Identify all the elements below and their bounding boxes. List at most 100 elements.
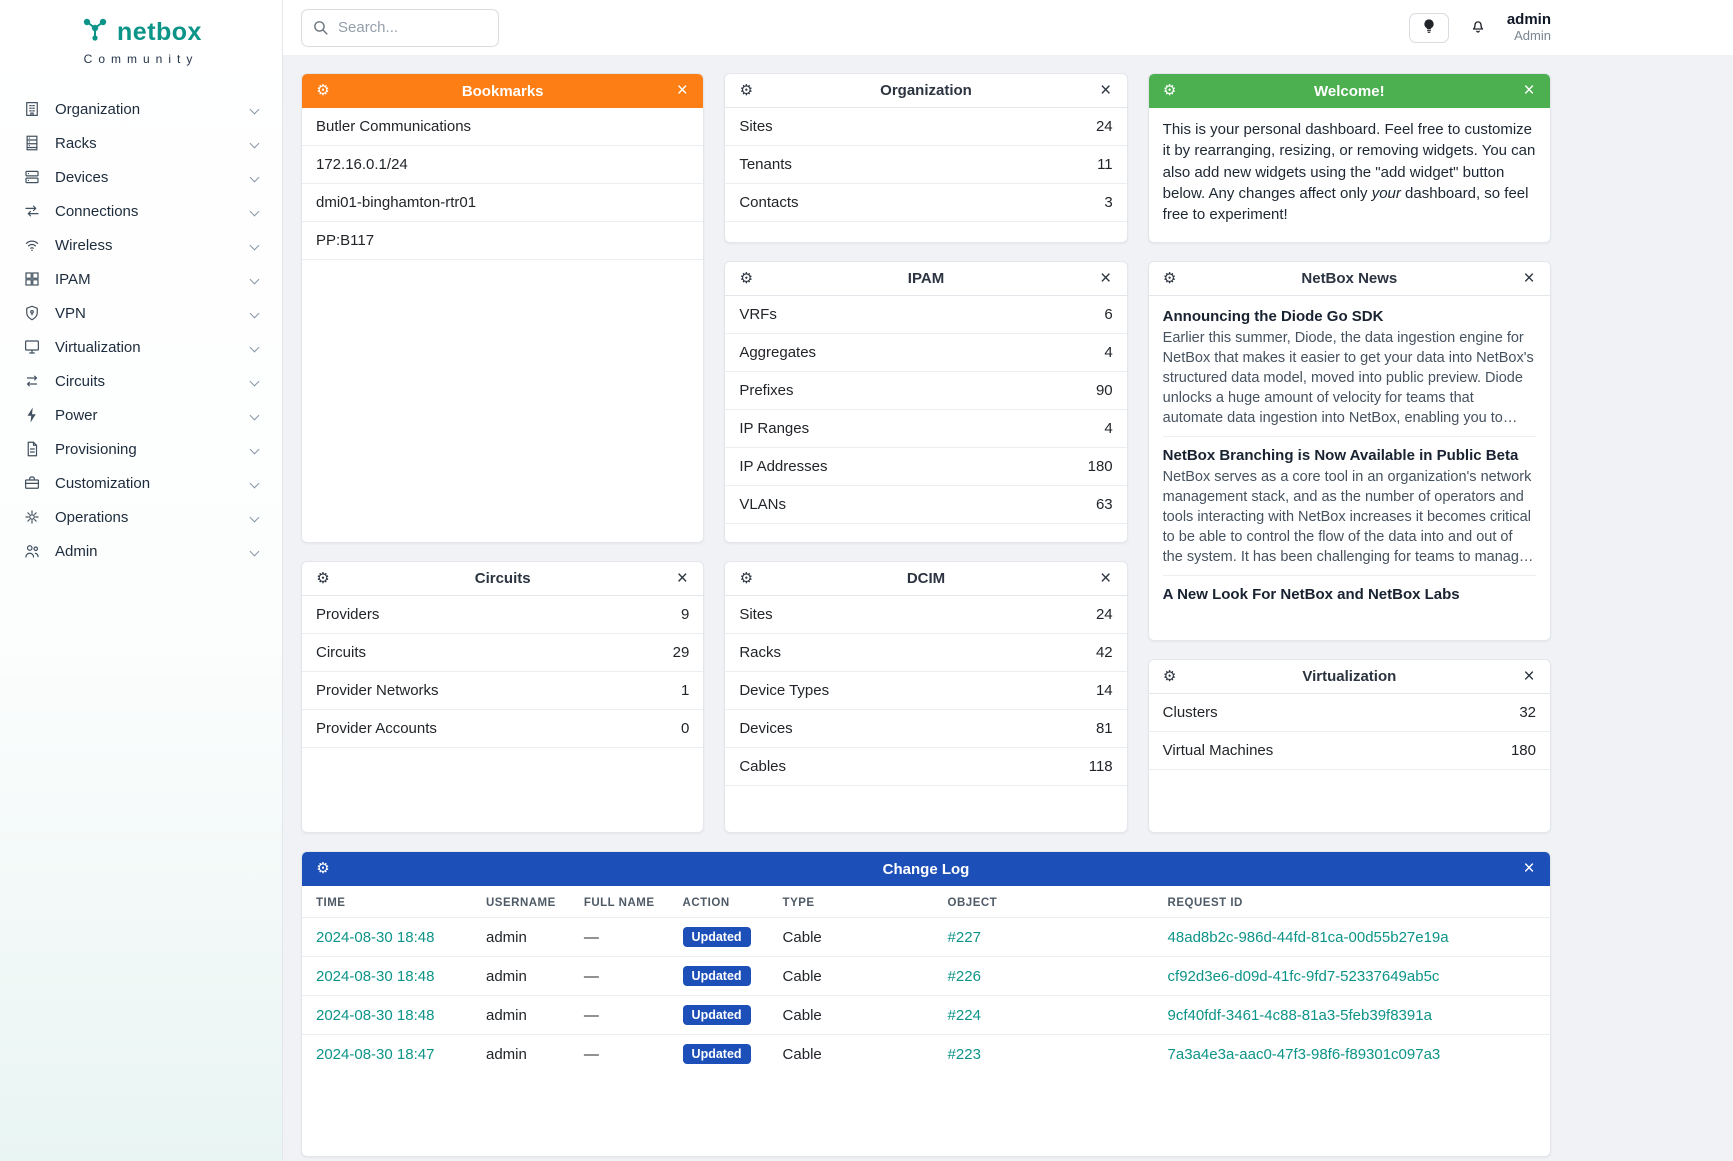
changelog-time-link[interactable]: 2024-08-30 18:48 bbox=[316, 1006, 435, 1024]
bookmark-label: dmi01-binghamton-rtr01 bbox=[316, 194, 477, 211]
widget-config-button[interactable]: ⚙ bbox=[735, 568, 757, 590]
welcome-widget: ⚙ Welcome! × This is your personal dashb… bbox=[1147, 73, 1551, 243]
changelog-request-link[interactable]: 48ad8b2c-986d-44fd-81ca-00d55b27e19a bbox=[1167, 928, 1449, 946]
stat-value: 11 bbox=[1097, 156, 1113, 173]
stat-value: 180 bbox=[1510, 742, 1536, 759]
stat-label: VLANs bbox=[739, 496, 787, 513]
widget-close-button[interactable]: × bbox=[1518, 666, 1540, 688]
changelog-object-link[interactable]: #224 bbox=[947, 1006, 981, 1024]
user-menu[interactable]: admin Admin bbox=[1507, 11, 1551, 43]
changelog-type: Cable bbox=[768, 1034, 934, 1073]
sidebar-item[interactable]: Operations bbox=[0, 500, 282, 534]
widget-close-button[interactable]: × bbox=[1095, 80, 1117, 102]
sidebar-item[interactable]: Devices bbox=[0, 160, 282, 194]
changelog-object-link[interactable]: #227 bbox=[947, 928, 981, 946]
stat-row[interactable]: Cables 118 bbox=[725, 748, 1127, 786]
widget-config-button[interactable]: ⚙ bbox=[735, 80, 757, 102]
sidebar-item[interactable]: Connections bbox=[0, 194, 282, 228]
ipam-rows: VRFs 6 Aggregates 4 Prefixes 90 bbox=[725, 296, 1127, 524]
sidebar-item-icon bbox=[22, 439, 42, 459]
stat-row[interactable]: Prefixes 90 bbox=[725, 372, 1127, 410]
stat-row[interactable]: Contacts 3 bbox=[725, 184, 1127, 222]
widget-config-button[interactable]: ⚙ bbox=[312, 80, 334, 102]
stat-row[interactable]: Aggregates 4 bbox=[725, 334, 1127, 372]
changelog-object-link[interactable]: #223 bbox=[947, 1045, 981, 1063]
sidebar-item[interactable]: Virtualization bbox=[0, 330, 282, 364]
sidebar-item[interactable]: Circuits bbox=[0, 364, 282, 398]
widget-config-button[interactable]: ⚙ bbox=[312, 858, 334, 880]
stat-value: 63 bbox=[1095, 496, 1113, 513]
stat-row[interactable]: Tenants 11 bbox=[725, 146, 1127, 184]
stat-row[interactable]: Devices 81 bbox=[725, 710, 1127, 748]
sidebar-item[interactable]: IPAM bbox=[0, 262, 282, 296]
stat-row[interactable]: VRFs 6 bbox=[725, 296, 1127, 334]
widget-config-button[interactable]: ⚙ bbox=[312, 568, 334, 590]
news-headline-link[interactable]: NetBox Branching is Now Available in Pub… bbox=[1162, 447, 1519, 464]
stat-row[interactable]: Circuits 29 bbox=[302, 634, 704, 672]
stat-row[interactable]: Provider Networks 1 bbox=[302, 672, 704, 710]
changelog-fullname: — bbox=[569, 917, 669, 957]
sidebar-item[interactable]: Admin bbox=[0, 534, 282, 568]
stat-row[interactable]: VLANs 63 bbox=[725, 486, 1127, 524]
stat-row[interactable]: Sites 24 bbox=[725, 108, 1127, 146]
changelog-request-link[interactable]: cf92d3e6-d09d-41fc-9fd7-52337649ab5c bbox=[1167, 967, 1440, 985]
theme-toggle-button[interactable] bbox=[1408, 12, 1449, 43]
widget-close-button[interactable]: × bbox=[1518, 80, 1540, 102]
news-excerpt: Earlier this summer, Diode, the data ing… bbox=[1162, 330, 1534, 426]
stat-value: 81 bbox=[1095, 720, 1113, 737]
widget-close-button[interactable]: × bbox=[1518, 858, 1540, 880]
widget-title: DCIM bbox=[906, 570, 946, 587]
sidebar-item[interactable]: Customization bbox=[0, 466, 282, 500]
changelog-time-link[interactable]: 2024-08-30 18:48 bbox=[316, 928, 435, 946]
sidebar-item[interactable]: Provisioning bbox=[0, 432, 282, 466]
stat-row[interactable]: IP Addresses 180 bbox=[725, 448, 1127, 486]
stat-value: 4 bbox=[1104, 344, 1113, 361]
sidebar-item[interactable]: Power bbox=[0, 398, 282, 432]
changelog-request-link[interactable]: 7a3a4e3a-aac0-47f3-98f6-f89301c097a3 bbox=[1167, 1045, 1441, 1063]
stat-row[interactable]: Device Types 14 bbox=[725, 672, 1127, 710]
news-item: Announcing the Diode Go SDK Earlier this… bbox=[1163, 298, 1536, 436]
widget-config-button[interactable]: ⚙ bbox=[1159, 268, 1181, 290]
widget-close-button[interactable]: × bbox=[671, 80, 693, 102]
changelog-request-link[interactable]: 9cf40fdf-3461-4c88-81a3-5feb39f8391a bbox=[1167, 1006, 1432, 1024]
action-badge: Updated bbox=[682, 1005, 751, 1025]
sidebar-item[interactable]: VPN bbox=[0, 296, 282, 330]
bookmark-item[interactable]: PP:B117 bbox=[302, 222, 704, 260]
stat-row[interactable]: IP Ranges 4 bbox=[725, 410, 1127, 448]
bell-icon bbox=[1469, 17, 1487, 38]
widget-close-button[interactable]: × bbox=[1095, 268, 1117, 290]
sidebar-item-icon bbox=[22, 303, 42, 323]
bookmark-item[interactable]: dmi01-binghamton-rtr01 bbox=[302, 184, 704, 222]
stat-row[interactable]: Virtual Machines 180 bbox=[1148, 732, 1550, 770]
news-headline-link[interactable]: A New Look For NetBox and NetBox Labs bbox=[1162, 586, 1460, 603]
notifications-button[interactable] bbox=[1463, 12, 1492, 43]
col-request-id: REQUEST ID bbox=[1167, 897, 1243, 909]
widget-config-button[interactable]: ⚙ bbox=[735, 268, 757, 290]
circuits-rows: Providers 9 Circuits 29 Provider Network… bbox=[302, 596, 704, 748]
search-input[interactable] bbox=[301, 8, 499, 47]
widget-close-button[interactable]: × bbox=[1095, 568, 1117, 590]
brand-block[interactable]: netbox Community bbox=[0, 0, 282, 70]
stat-label: Devices bbox=[739, 720, 793, 737]
sidebar-item[interactable]: Organization bbox=[0, 92, 282, 126]
stat-row[interactable]: Clusters 32 bbox=[1148, 694, 1550, 732]
stat-row[interactable]: Sites 24 bbox=[725, 596, 1127, 634]
changelog-time-link[interactable]: 2024-08-30 18:48 bbox=[316, 967, 435, 985]
sidebar-item[interactable]: Racks bbox=[0, 126, 282, 160]
bookmark-item[interactable]: Butler Communications bbox=[302, 108, 704, 146]
dcim-rows: Sites 24 Racks 42 Device Types 14 bbox=[725, 596, 1127, 786]
widget-close-button[interactable]: × bbox=[671, 568, 693, 590]
stat-row[interactable]: Providers 9 bbox=[302, 596, 704, 634]
stat-row[interactable]: Racks 42 bbox=[725, 634, 1127, 672]
widget-close-button[interactable]: × bbox=[1518, 268, 1540, 290]
bookmark-label: PP:B117 bbox=[316, 232, 375, 249]
bookmark-item[interactable]: 172.16.0.1/24 bbox=[302, 146, 704, 184]
chevron-down-icon bbox=[249, 546, 260, 556]
changelog-time-link[interactable]: 2024-08-30 18:47 bbox=[316, 1045, 435, 1063]
stat-row[interactable]: Provider Accounts 0 bbox=[302, 710, 704, 748]
sidebar-item[interactable]: Wireless bbox=[0, 228, 282, 262]
changelog-object-link[interactable]: #226 bbox=[947, 967, 981, 985]
widget-config-button[interactable]: ⚙ bbox=[1159, 666, 1181, 688]
widget-config-button[interactable]: ⚙ bbox=[1159, 80, 1181, 102]
news-headline-link[interactable]: Announcing the Diode Go SDK bbox=[1162, 308, 1384, 325]
